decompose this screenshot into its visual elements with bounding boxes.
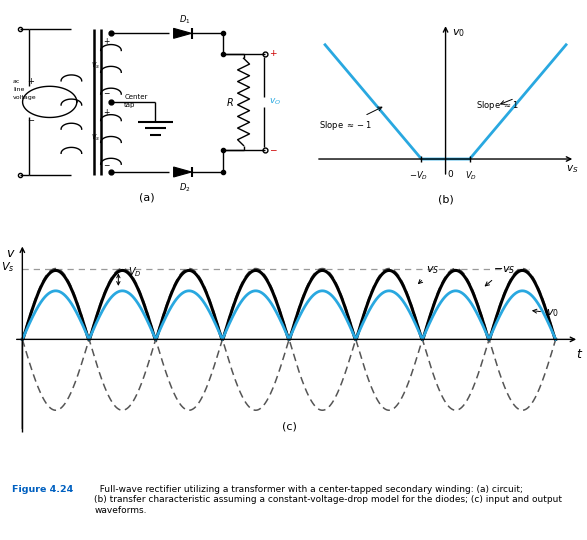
Text: line: line bbox=[13, 87, 25, 92]
Text: +: + bbox=[269, 49, 277, 58]
Text: (c): (c) bbox=[282, 422, 296, 431]
Text: $v_O$: $v_O$ bbox=[269, 97, 281, 107]
Text: Slope $\approx -1$: Slope $\approx -1$ bbox=[319, 107, 382, 132]
Text: ac: ac bbox=[13, 79, 21, 84]
Text: tap: tap bbox=[124, 102, 136, 108]
Text: −: − bbox=[27, 116, 34, 125]
Text: $D_1$: $D_1$ bbox=[180, 13, 191, 25]
Text: $v_s$: $v_s$ bbox=[91, 132, 100, 143]
Text: Full-wave rectifier utilizing a transformer with a center-tapped secondary windi: Full-wave rectifier utilizing a transfor… bbox=[95, 485, 562, 515]
Text: −: − bbox=[103, 161, 110, 170]
Text: −: − bbox=[103, 90, 110, 99]
Text: $v_S$: $v_S$ bbox=[419, 264, 440, 284]
Text: Figure 4.24: Figure 4.24 bbox=[12, 485, 73, 494]
Text: 0: 0 bbox=[447, 170, 453, 179]
Text: $V_D$: $V_D$ bbox=[128, 266, 141, 280]
Text: +: + bbox=[103, 37, 110, 45]
Text: (a): (a) bbox=[140, 192, 155, 202]
Text: +: + bbox=[27, 77, 34, 86]
Text: voltage: voltage bbox=[13, 94, 37, 100]
Text: $v_S$: $v_S$ bbox=[566, 163, 578, 175]
Polygon shape bbox=[174, 167, 191, 177]
Text: +: + bbox=[103, 109, 110, 117]
Text: $v_0$: $v_0$ bbox=[533, 307, 559, 319]
Text: −: − bbox=[269, 146, 277, 154]
Text: Center: Center bbox=[124, 94, 148, 100]
Text: $v_0$: $v_0$ bbox=[451, 27, 464, 39]
Text: $v_s$: $v_s$ bbox=[91, 61, 100, 71]
Text: $V_D$: $V_D$ bbox=[465, 170, 477, 182]
Text: Slope $\approx 1$: Slope $\approx 1$ bbox=[475, 99, 518, 112]
Text: $v$: $v$ bbox=[6, 247, 16, 260]
Text: $t$: $t$ bbox=[576, 348, 583, 361]
Text: $V_s$: $V_s$ bbox=[1, 260, 15, 274]
Text: (b): (b) bbox=[438, 195, 453, 205]
Text: $-V_D$: $-V_D$ bbox=[409, 170, 428, 182]
Polygon shape bbox=[174, 29, 191, 38]
Text: $-v_S$: $-v_S$ bbox=[485, 264, 515, 286]
Text: $D_2$: $D_2$ bbox=[180, 181, 191, 194]
Text: $R$: $R$ bbox=[226, 96, 234, 108]
